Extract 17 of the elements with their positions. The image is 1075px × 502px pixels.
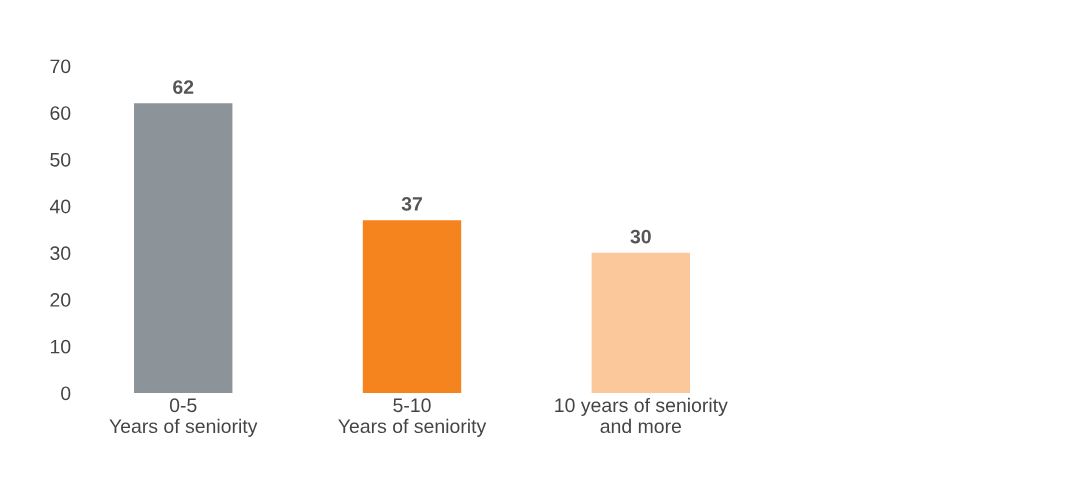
bar bbox=[134, 103, 233, 393]
y-tick-label: 70 bbox=[50, 59, 71, 74]
y-tick-label: 40 bbox=[49, 199, 71, 214]
y-tick-label: 30 bbox=[50, 246, 71, 261]
bar bbox=[591, 252, 690, 393]
x-tick-label: 5-10 Years of seniority bbox=[338, 398, 487, 437]
data-label: 62 bbox=[173, 80, 194, 94]
y-tick-label: 10 bbox=[50, 339, 71, 354]
data-label: 30 bbox=[630, 229, 651, 244]
x-tick-label: 0-5 Years of seniority bbox=[109, 398, 258, 437]
bar bbox=[362, 220, 462, 393]
data-label: 37 bbox=[401, 196, 422, 211]
y-tick-label: 60 bbox=[50, 106, 71, 120]
y-tick-label: 0 bbox=[61, 386, 71, 401]
x-tick-label: 10 years of seniority and more bbox=[555, 397, 728, 434]
y-tick-label: 50 bbox=[50, 152, 71, 167]
y-tick-label: 20 bbox=[50, 293, 71, 307]
